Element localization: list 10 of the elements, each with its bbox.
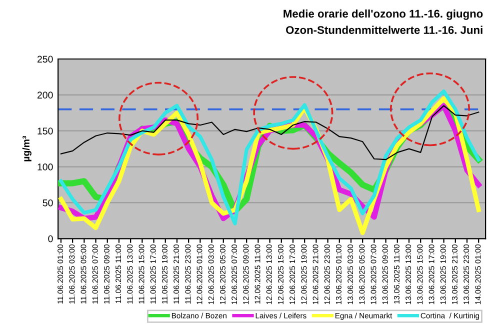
y-tick-label: 50 <box>42 199 53 206</box>
y-tick-label: 250 <box>37 56 53 63</box>
y-tick-label: 100 <box>38 164 53 170</box>
chart-subtitle: Ozon-Stundenmittelwerte 11.-16. Juni <box>286 26 482 34</box>
y-tick-label: 200 <box>37 92 53 99</box>
chart-title: Medie orarie dell'ozono 11.-16. giugno <box>284 9 483 20</box>
y-tick-label: 0 <box>48 235 53 242</box>
y-tick-label: 150 <box>38 128 53 134</box>
y-axis-title: µg/m³ <box>22 136 32 162</box>
line-series <box>60 105 480 160</box>
